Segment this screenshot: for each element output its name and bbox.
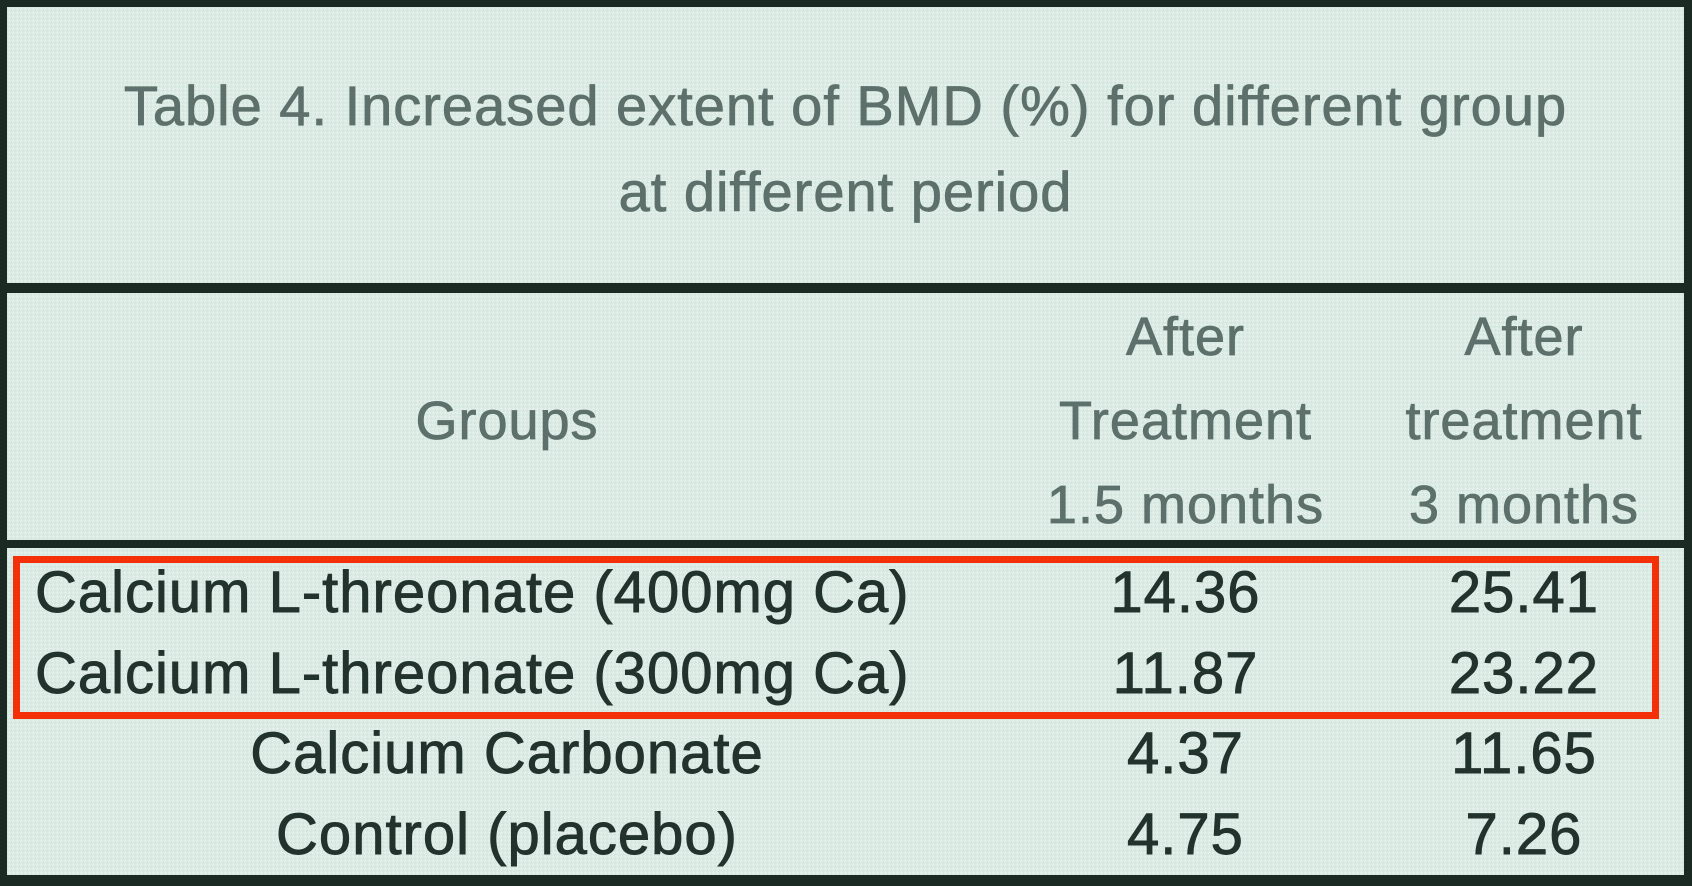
column-header-line: After (1125, 307, 1246, 368)
row-value-3-months: 25.41 (1448, 559, 1600, 625)
row-label: Calcium L-threonate (300mg Ca) (35, 640, 910, 706)
table-row: Calcium L-threonate (300mg Ca) 11.87 23.… (7, 633, 1684, 714)
row-value-3-months: 7.26 (1465, 802, 1583, 868)
column-header-after-1-5-months: After Treatment 1.5 months (1007, 295, 1364, 547)
row-label: Calcium Carbonate (250, 721, 764, 787)
column-header-line: Treatment (1058, 391, 1313, 452)
column-header-line: treatment (1405, 391, 1643, 452)
table-title-line-1: Table 4. Increased extent of BMD (%) for… (123, 74, 1568, 138)
column-header-groups-label: Groups (415, 391, 599, 452)
table-row: Control (placebo) 4.75 7.26 (7, 794, 1684, 875)
row-label: Control (placebo) (276, 802, 738, 868)
row-value-1-5-months: 14.36 (1110, 559, 1261, 625)
row-value-3-months: 23.22 (1448, 640, 1600, 706)
column-header-groups: Groups (7, 295, 1007, 547)
table-title-line-2: at different period (618, 160, 1073, 224)
row-value-1-5-months: 4.75 (1127, 802, 1244, 868)
table-row: Calcium Carbonate 4.37 11.65 (7, 714, 1684, 795)
column-header-line: After (1464, 307, 1584, 368)
row-value-1-5-months: 11.87 (1112, 640, 1259, 706)
table-title: Table 4. Increased extent of BMD (%) for… (7, 7, 1684, 283)
divider-under-header (7, 540, 1684, 548)
table-header-row: Groups After Treatment 1.5 months After … (7, 293, 1684, 540)
row-value-3-months: 11.65 (1451, 721, 1597, 787)
row-value-1-5-months: 4.37 (1127, 721, 1244, 787)
table-row: Calcium L-threonate (400mg Ca) 14.36 25.… (7, 552, 1684, 633)
table-body: Calcium L-threonate (400mg Ca) 14.36 25.… (7, 548, 1684, 875)
column-header-line: 1.5 months (1046, 475, 1325, 536)
column-header-after-3-months: After treatment 3 months (1364, 295, 1684, 547)
row-label: Calcium L-threonate (400mg Ca) (35, 559, 910, 625)
divider-under-title (7, 283, 1684, 293)
column-header-line: 3 months (1408, 475, 1640, 536)
